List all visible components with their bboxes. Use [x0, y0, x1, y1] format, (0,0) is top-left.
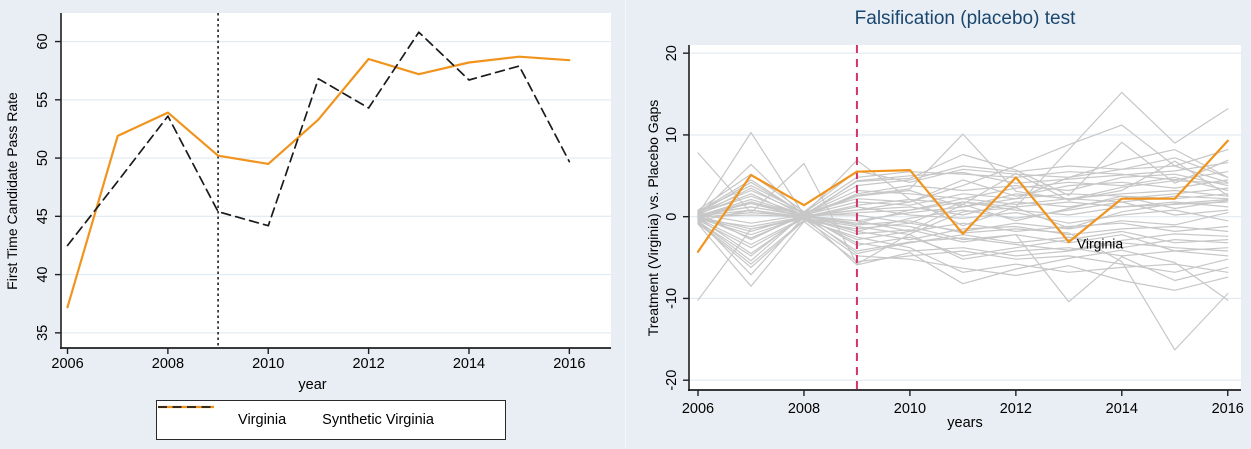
x-tick-label: 2010	[252, 356, 284, 372]
placebo-x-axis-label: years	[947, 415, 983, 431]
placebo-gap-line	[697, 149, 1229, 222]
y-tick-label: 50	[35, 150, 51, 166]
placebo-plot: -20 -10 0 10 20 2006 2008 2010 2012 2014 2016 Virgi…	[664, 45, 1244, 417]
legend-label-synthetic-virginia: Synthetic Virginia	[322, 412, 434, 428]
series-line-synthetic-virginia	[66, 31, 571, 247]
x-tick-label: 2012	[352, 356, 384, 372]
x-tick-label: 2010	[894, 401, 926, 417]
placebo-chart-title: Falsification (placebo) test	[854, 8, 1076, 29]
y-tick-label: 0	[664, 213, 680, 221]
placebo-gap-line	[697, 212, 1229, 268]
y-tick-label: -10	[664, 288, 680, 309]
y-tick-label: 10	[664, 127, 680, 143]
y-tick-label: -20	[664, 370, 680, 391]
placebo-gap-line	[697, 217, 1229, 260]
pass-rate-x-axis-label: year	[298, 377, 327, 393]
placebo-gap-line	[697, 133, 1229, 262]
placebo-gap-line	[697, 165, 1229, 213]
y-tick-label: 20	[664, 45, 680, 61]
x-tick-label: 2012	[1000, 401, 1032, 417]
placebo-figure: Falsification (placebo) test -20 -10 0 10 20…	[625, 0, 1251, 449]
y-tick-label: 35	[35, 325, 51, 341]
x-tick-label: 2014	[453, 356, 485, 372]
series-line-virginia	[696, 139, 1229, 253]
placebo-gap-line	[697, 201, 1229, 224]
placebo-gap-line	[697, 216, 1229, 257]
placebo-gap-line	[697, 124, 1229, 217]
placebo-y-axis-label: Treatment (Virginia) vs. Placebo Gaps	[645, 99, 661, 337]
y-tick-label: 45	[35, 208, 51, 224]
placebo-gap-line	[697, 195, 1229, 224]
x-tick-label: 2016	[1212, 401, 1244, 417]
y-tick-label: 40	[35, 267, 51, 283]
x-tick-label: 2006	[51, 356, 83, 372]
y-tick-label: 55	[35, 92, 51, 108]
legend: Virginia Synthetic Virginia	[156, 400, 506, 440]
placebo-gap-line	[697, 179, 1229, 214]
x-tick-label: 2014	[1106, 401, 1138, 417]
placebo-gap-line	[697, 216, 1229, 303]
placebo-gap-line	[697, 157, 1229, 215]
plot-area	[61, 13, 611, 348]
placebo-gap-line	[697, 193, 1229, 216]
series-line-virginia	[66, 55, 571, 309]
placebo-gap-line	[697, 221, 1229, 287]
placebo-gap-line	[697, 152, 1229, 265]
x-tick-label: 2008	[788, 401, 820, 417]
x-tick-label: 2016	[553, 356, 585, 372]
legend-label-virginia: Virginia	[238, 412, 287, 428]
pass-rate-y-axis-label: First Time Candidate Pass Rate	[4, 92, 20, 290]
pass-rate-figure: 35 40 45 50 55 60 2006 2008 2010 2012 2014 2016 Fir…	[0, 0, 625, 449]
virginia-annotation: Virginia	[1077, 236, 1124, 252]
placebo-gap-line	[697, 216, 1229, 241]
y-tick-label: 60	[35, 33, 51, 49]
x-tick-label: 2006	[682, 401, 714, 417]
pass-rate-plot: 35 40 45 50 55 60 2006 2008 2010 2012 2014 2016	[35, 13, 611, 372]
x-tick-label: 2008	[152, 356, 184, 372]
